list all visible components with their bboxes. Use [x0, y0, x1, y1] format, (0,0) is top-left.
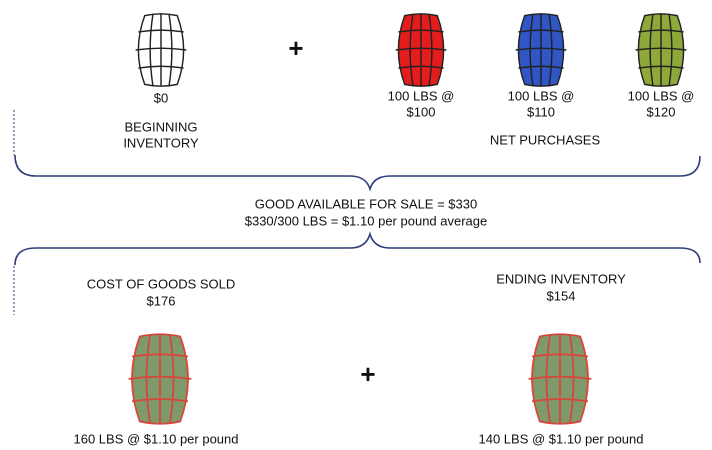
- purchase-price: $100: [407, 104, 436, 119]
- brace: [15, 234, 700, 265]
- purchase-qty: 100 LBS @: [508, 88, 575, 103]
- purchase-price: $110: [527, 104, 555, 119]
- label: NET PURCHASES: [490, 132, 601, 147]
- purchase-qty: 100 LBS @: [388, 88, 455, 103]
- purchase-price: $120: [647, 104, 676, 119]
- label: COST OF GOODS SOLD: [87, 276, 236, 291]
- ending-barrel: [529, 334, 592, 424]
- blue-barrel: [516, 14, 567, 86]
- amount: $176: [147, 293, 176, 308]
- red-barrel: [396, 14, 447, 86]
- sold-barrel: [129, 334, 192, 424]
- summary: $330/300 LBS = $1.10 per pound average: [245, 213, 488, 228]
- purchase-qty: 100 LBS @: [628, 88, 695, 103]
- summary: GOOD AVAILABLE FOR SALE = $330: [255, 196, 477, 211]
- label: BEGINNING: [125, 119, 198, 134]
- diagram: + $0 BEGINNING INVENTORY 100 LBS @ $100 …: [0, 0, 712, 450]
- amount: $154: [547, 288, 576, 303]
- plus-sign: +: [288, 33, 303, 63]
- brace: [15, 155, 700, 189]
- caption: 140 LBS @ $1.10 per pound: [479, 431, 644, 446]
- label: INVENTORY: [123, 135, 199, 150]
- label: ENDING INVENTORY: [496, 271, 626, 286]
- amount: $0: [154, 90, 168, 105]
- green-barrel: [636, 14, 687, 86]
- empty-barrel: [136, 14, 187, 86]
- plus-sign: +: [360, 359, 375, 389]
- caption: 160 LBS @ $1.10 per pound: [74, 431, 239, 446]
